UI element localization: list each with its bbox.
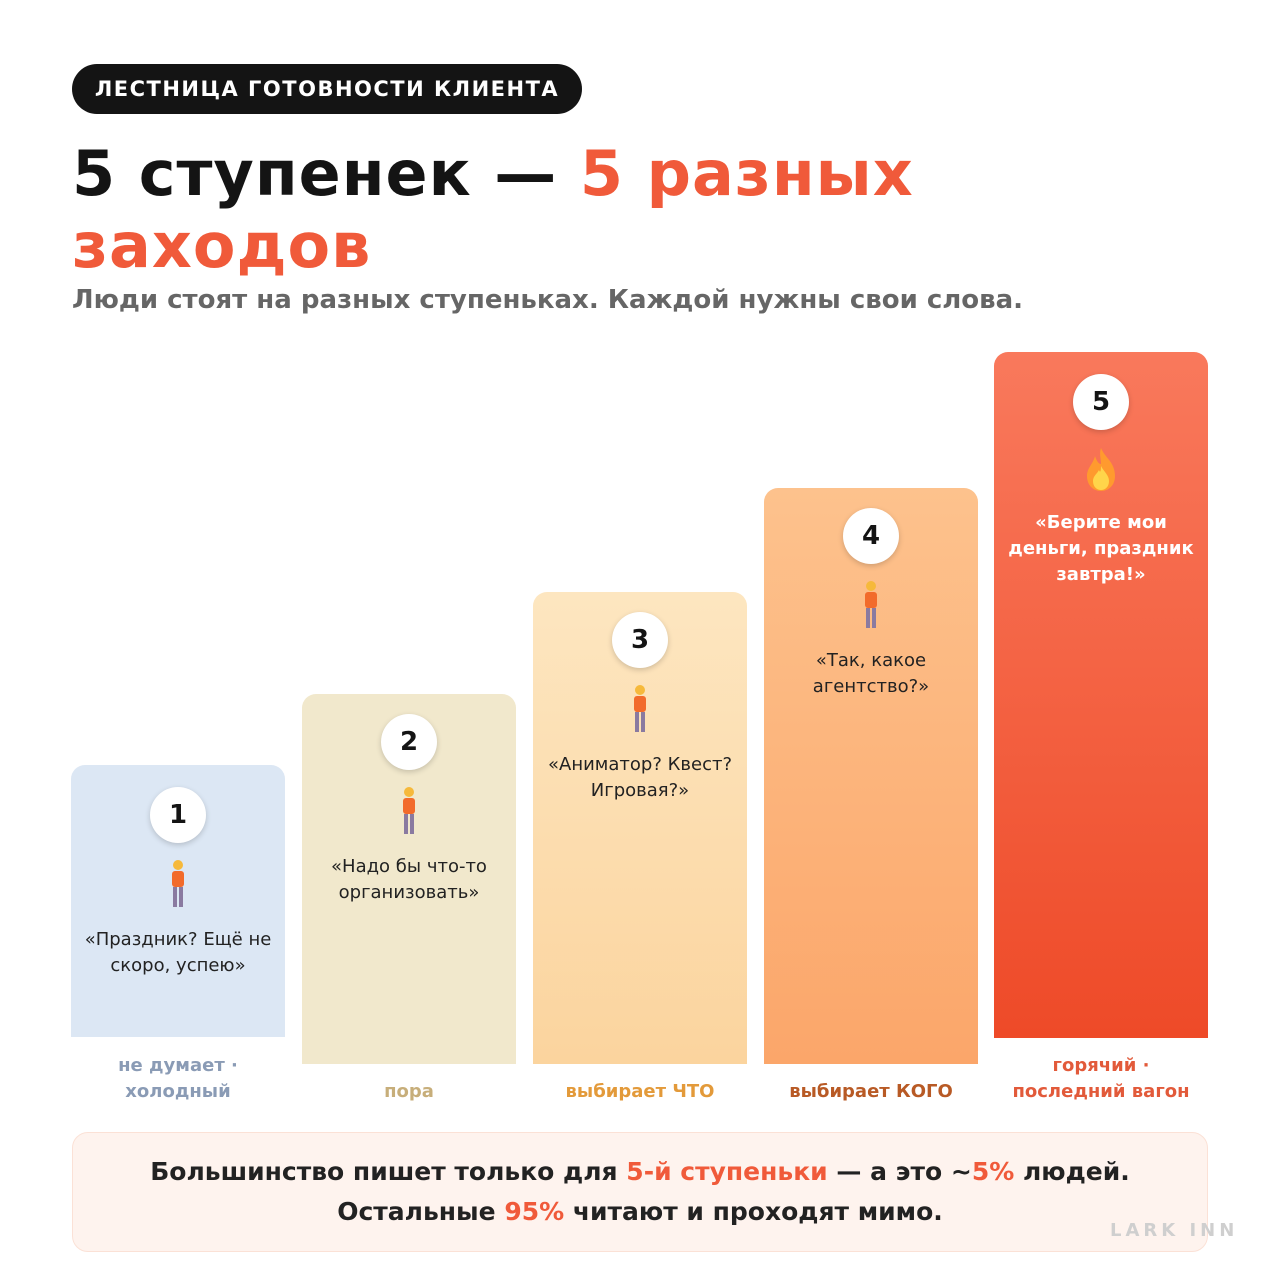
step-label-line2: холодный [125, 1081, 231, 1102]
step-label-1: не думает · холодный [71, 1053, 285, 1105]
step-5: 5 «Берите мои деньги, праздник завтра!» [994, 352, 1208, 1038]
person-icon [403, 787, 415, 834]
note-text: — а это ~ [827, 1157, 972, 1186]
note-text: Остальные [337, 1197, 505, 1226]
note-text: Большинство пишет только для [150, 1157, 627, 1186]
step-number-badge: 3 [612, 612, 668, 668]
step-label-4: выбирает КОГО [764, 1079, 978, 1105]
step-number-badge: 4 [843, 508, 899, 564]
note-text: читают и проходят мимо. [564, 1197, 943, 1226]
page-title: 5 ступенек — 5 разных заходов [72, 138, 1172, 282]
step-number-badge: 2 [381, 714, 437, 770]
step-quote: «Праздник? Ещё не скоро, успею» [84, 929, 272, 976]
summary-note: Большинство пишет только для 5-й ступень… [72, 1132, 1208, 1252]
step-label-2: пора [302, 1079, 516, 1105]
person-icon [865, 581, 877, 628]
fire-icon [1087, 448, 1115, 491]
step-label-line2: выбирает ЧТО [565, 1081, 715, 1102]
step-label-line2: последний вагон [1012, 1081, 1190, 1102]
note-highlight: 95% [504, 1197, 565, 1226]
person-icon [172, 860, 184, 907]
title-accent-2: заходов [72, 209, 372, 282]
header-badge: ЛЕСТНИЦА ГОТОВНОСТИ КЛИЕНТА [72, 64, 582, 114]
note-line-2: Остальные 95% читают и проходят мимо. [337, 1192, 943, 1232]
step-label-line2: выбирает КОГО [789, 1081, 953, 1102]
watermark: LARK INN [1110, 1220, 1239, 1241]
title-part1: 5 ступенек — [72, 137, 580, 210]
step-number-badge: 1 [150, 787, 206, 843]
step-label-3: выбирает ЧТО [533, 1079, 747, 1105]
step-label-line1: не думает · [118, 1055, 238, 1076]
step-4: 4 «Так, какое агентство?» [764, 488, 978, 1064]
step-quote: «Аниматор? Квест? Игровая?» [548, 754, 732, 801]
step-label-line2: пора [384, 1081, 434, 1102]
note-line-1: Большинство пишет только для 5-й ступень… [150, 1152, 1130, 1192]
note-highlight: 5% [971, 1157, 1015, 1186]
step-2: 2 «Надо бы что-то организовать» [302, 694, 516, 1064]
note-highlight: 5-й ступеньки [626, 1157, 828, 1186]
step-label-5: горячий · последний вагон [994, 1053, 1208, 1105]
subtitle: Люди стоят на разных ступеньках. Каждой … [72, 285, 1024, 315]
step-quote: «Надо бы что-то организовать» [331, 856, 487, 903]
step-label-line1: горячий · [1052, 1055, 1150, 1076]
step-number-badge: 5 [1073, 374, 1129, 430]
step-3: 3 «Аниматор? Квест? Игровая?» [533, 592, 747, 1064]
note-text: людей. [1014, 1157, 1130, 1186]
person-icon [634, 685, 646, 732]
title-accent-1: 5 разных [579, 137, 914, 210]
step-quote: «Берите мои деньги, праздник завтра!» [1008, 512, 1194, 585]
step-quote: «Так, какое агентство?» [812, 650, 930, 697]
step-1: 1 «Праздник? Ещё не скоро, успею» [71, 765, 285, 1037]
